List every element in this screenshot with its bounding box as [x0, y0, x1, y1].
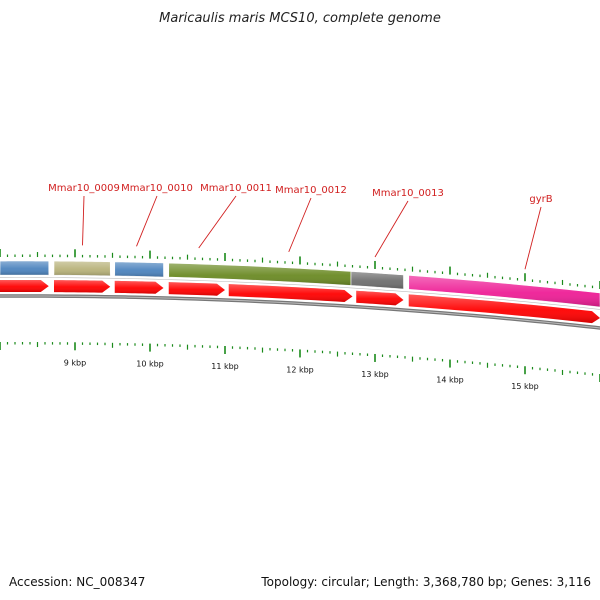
tick-label: 9 kbp [64, 358, 86, 367]
tick-label: 11 kbp [211, 362, 239, 371]
gene-label: Mmar10_0010 [121, 183, 193, 194]
tick-label: 12 kbp [286, 365, 314, 374]
cds-track [0, 280, 600, 324]
cds-arrow-gloss [114, 280, 164, 294]
feature-block-gloss [114, 261, 164, 277]
tick-label: 15 kbp [511, 382, 539, 391]
feature-block-gloss [168, 263, 351, 286]
label-connector [82, 195, 85, 246]
tick-label: 13 kbp [361, 370, 389, 379]
ticks-top-group [0, 249, 600, 289]
accession-text: Accession: NC_008347 [9, 575, 145, 589]
label-connector [288, 197, 312, 253]
label-connector [198, 195, 237, 249]
gene-label: Mmar10_0012 [275, 185, 347, 196]
cds-arrow-gloss [54, 280, 111, 293]
backbone-highlight [0, 295, 600, 329]
feature-block-track [0, 260, 600, 308]
tick-label: 10 kbp [136, 360, 164, 369]
label-connector [374, 200, 409, 258]
feature-block-gloss [351, 271, 404, 289]
genome-backbone [0, 277, 600, 330]
cds-arrow-gloss [0, 280, 49, 293]
cds-arrow-gloss [408, 294, 600, 324]
gene-label: Mmar10_0011 [200, 183, 272, 194]
label-connector [524, 206, 542, 270]
feature-block-gloss [0, 261, 49, 276]
track-separator [0, 277, 600, 310]
genome-summary-text: Topology: circular; Length: 3,368,780 bp… [260, 575, 591, 589]
gene-label: gyrB [529, 194, 552, 205]
tick-label: 14 kbp [436, 376, 464, 385]
cds-arrow-gloss [168, 282, 225, 296]
feature-block-gloss [408, 275, 600, 307]
ticks-bottom-group [0, 342, 600, 382]
label-connector [136, 195, 158, 247]
gene-label: Mmar10_0009 [48, 183, 120, 194]
gene-label: Mmar10_0013 [372, 188, 444, 199]
cds-arrow-gloss [356, 290, 404, 306]
gene-label-group: Mmar10_0009 Mmar10_0010 Mmar10_0011 Mmar10_… [48, 183, 553, 205]
map-title: Maricaulis maris MCS10, complete genome [159, 11, 441, 26]
feature-block-gloss [54, 261, 111, 276]
gene-label-connectors [82, 195, 542, 270]
cds-arrow-gloss [228, 284, 353, 302]
tick-labels-group: 9 kbp 10 kbp 11 kbp 12 kbp 13 kbp 14 kbp 15 kb… [64, 358, 539, 391]
